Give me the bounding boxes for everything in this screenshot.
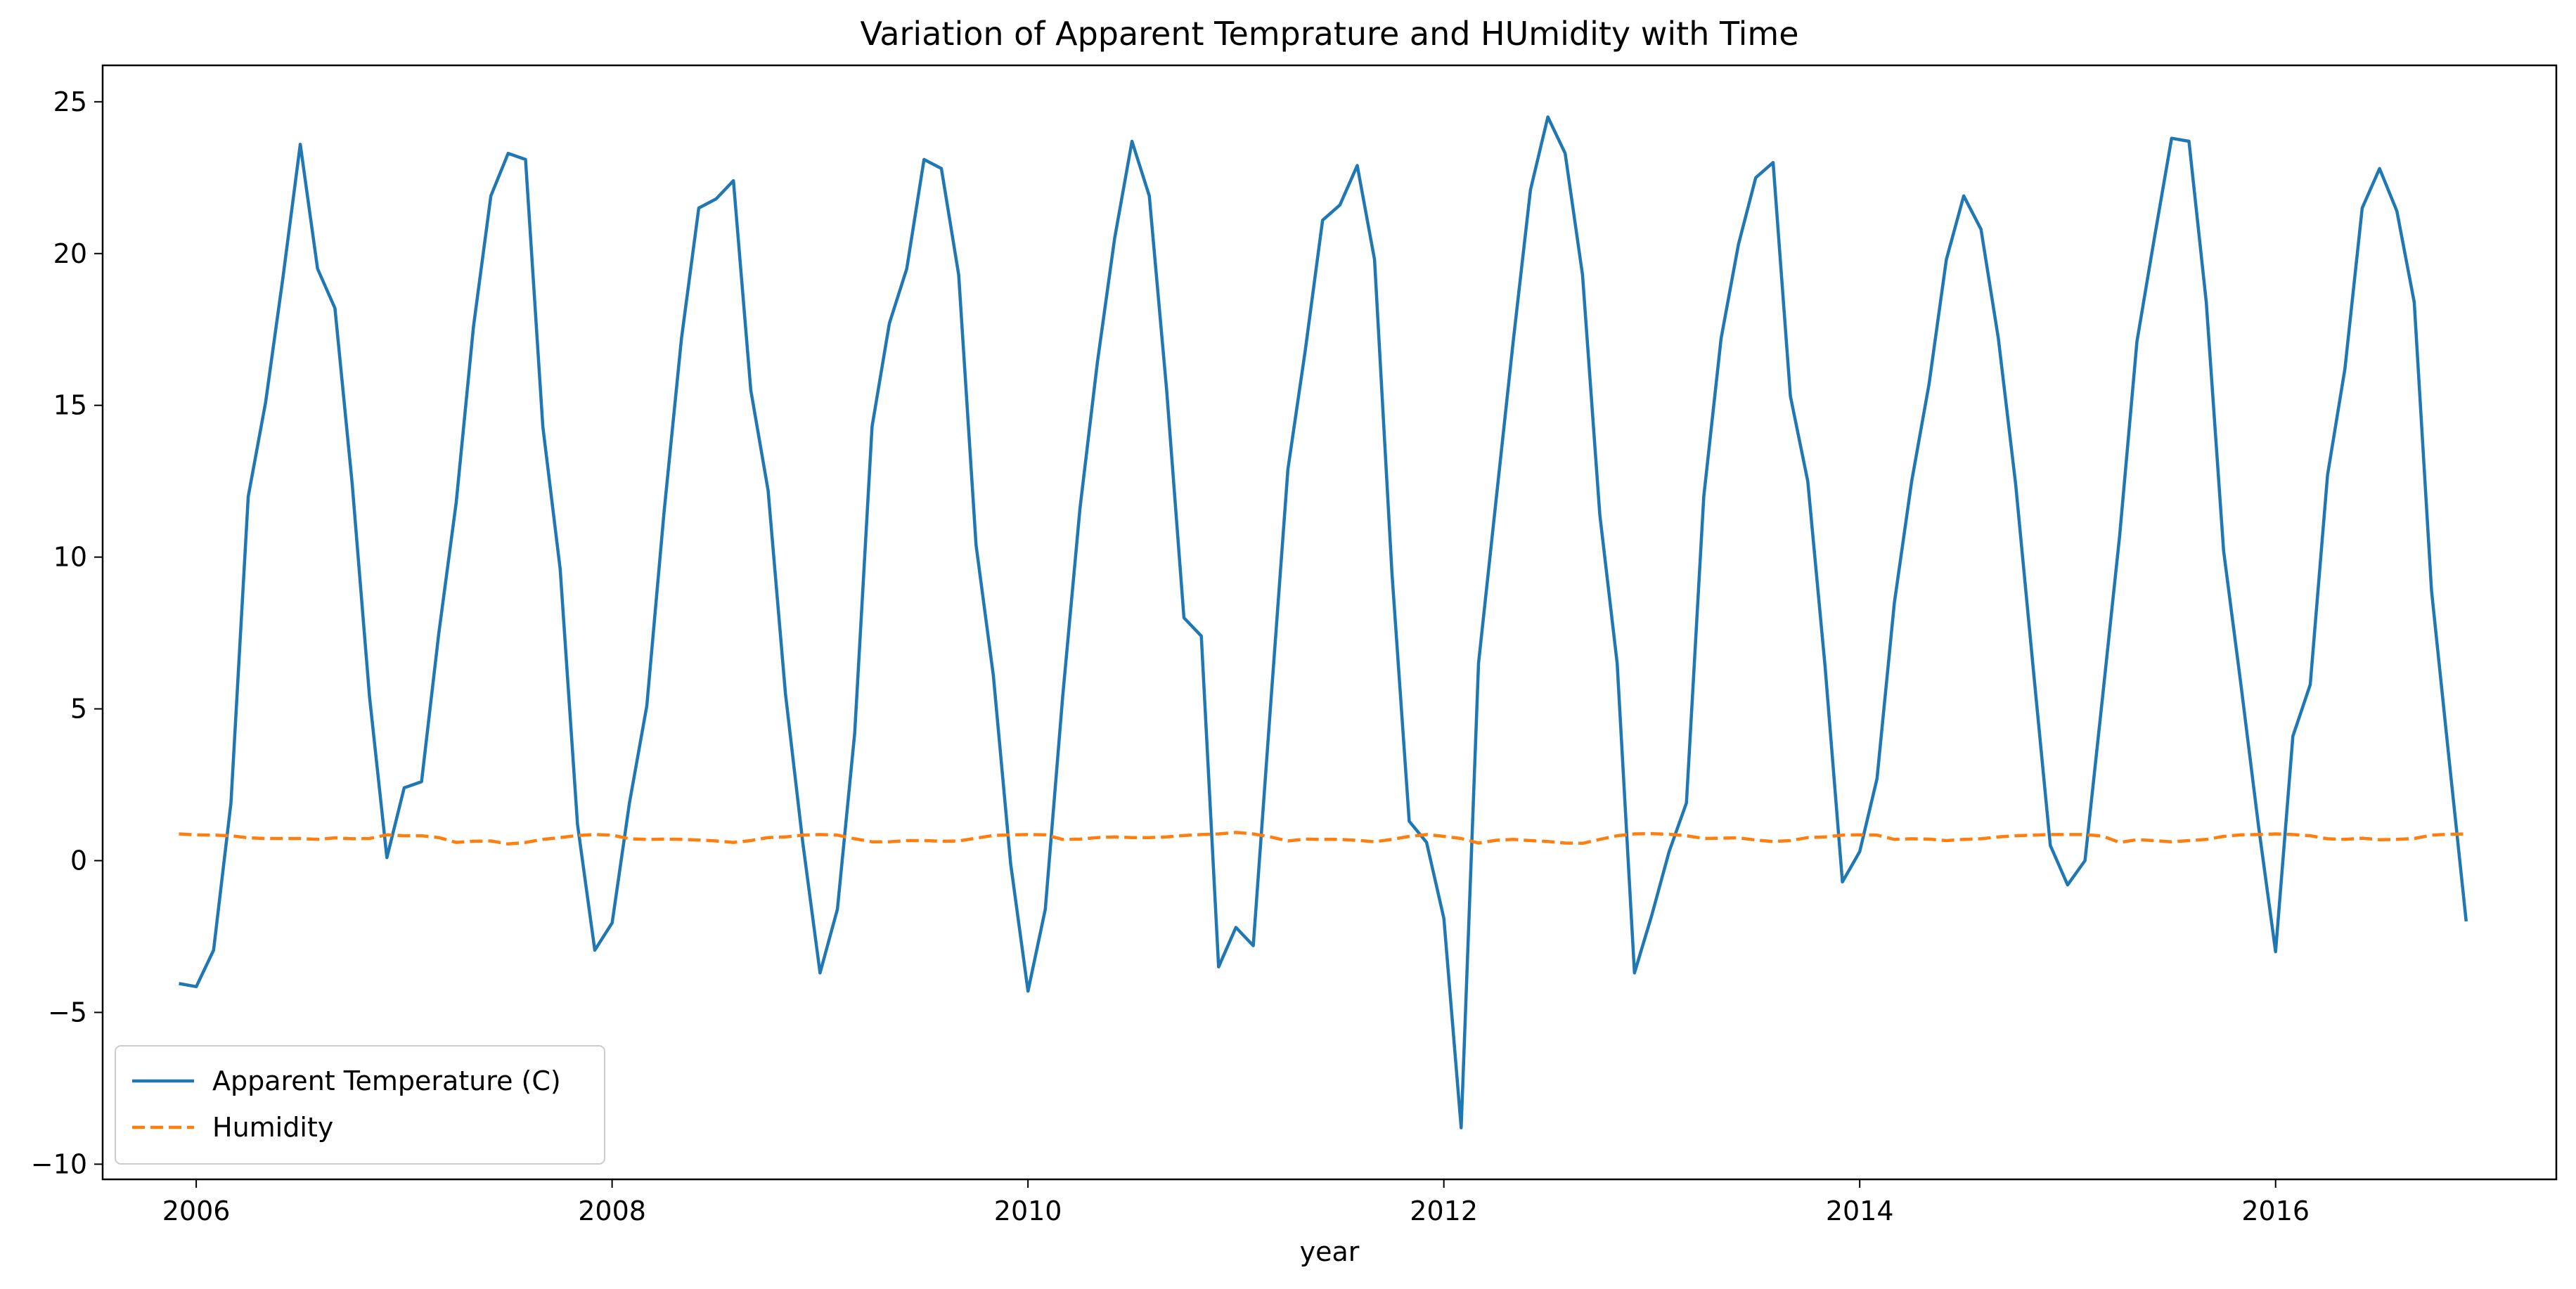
x-tick-label: 2012 [1410, 1196, 1478, 1226]
x-tick-label: 2014 [1826, 1196, 1894, 1226]
plot-frame [101, 64, 2558, 1181]
x-axis-label: year [1300, 1236, 1360, 1267]
series-group [179, 115, 2468, 1129]
y-axis: −10 −5 0 5 10 15 20 25 [31, 86, 103, 1179]
x-tick-label: 2006 [162, 1196, 231, 1226]
x-tick-label: 2016 [2241, 1196, 2310, 1226]
legend-label: Humidity [212, 1112, 333, 1143]
y-tick-label: −10 [31, 1148, 87, 1179]
chart-title: Variation of Apparent Temprature and HUm… [860, 15, 1798, 53]
y-tick-label: 25 [53, 86, 87, 117]
y-tick-label: 0 [70, 846, 87, 876]
y-tick-label: −5 [48, 997, 87, 1028]
y-tick-label: 10 [53, 542, 87, 573]
x-tick-label: 2010 [994, 1196, 1062, 1226]
legend-box [115, 1045, 605, 1165]
y-tick-label: 15 [53, 390, 87, 421]
y-tick-label: 5 [70, 694, 87, 725]
legend: Apparent Temperature (C) Humidity [115, 1045, 605, 1165]
plot-area: 2006 2008 2010 2012 2014 2016 −10 −5 0 5 10 15 20 25 [31, 64, 2558, 1226]
x-tick-label: 2008 [578, 1196, 646, 1226]
y-tick-label: 20 [53, 238, 87, 269]
apparent-temperature-line [179, 115, 2468, 1129]
x-axis: 2006 2008 2010 2012 2014 2016 [162, 1179, 2310, 1226]
legend-label: Apparent Temperature (C) [212, 1065, 561, 1096]
